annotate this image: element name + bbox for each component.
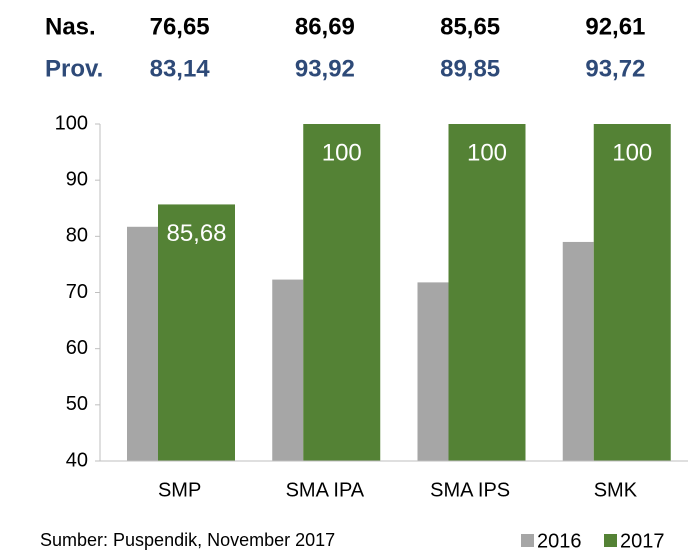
header-value: 89,85 <box>440 55 500 82</box>
header-value: 92,61 <box>585 13 645 40</box>
y-tick-label: 90 <box>66 168 88 190</box>
bar <box>158 204 235 461</box>
x-tick-label: SMA IPS <box>430 479 510 501</box>
header-value: 85,65 <box>440 13 500 40</box>
y-tick-label: 70 <box>66 281 88 303</box>
bar <box>303 124 381 461</box>
x-tick-label: SMK <box>594 479 638 501</box>
data-label: 85,68 <box>166 220 226 247</box>
y-tick-label: 80 <box>66 225 88 247</box>
data-label: 100 <box>322 139 362 166</box>
y-tick-label: 50 <box>66 393 88 415</box>
data-label: 100 <box>467 139 507 166</box>
header-value: 86,69 <box>295 13 355 40</box>
source: Sumber: Puspendik, November 2017 <box>40 530 335 550</box>
bar <box>272 279 304 461</box>
header-value: 83,14 <box>150 55 211 82</box>
legend-label: 2017 <box>620 530 665 552</box>
bar <box>448 124 526 461</box>
bar <box>417 282 449 461</box>
y-tick-label: 100 <box>55 112 88 134</box>
legend-swatch <box>521 534 534 547</box>
y-tick-label: 40 <box>66 449 88 471</box>
x-tick-label: SMA IPA <box>286 479 365 501</box>
legend-swatch <box>604 534 617 547</box>
header-value: 76,65 <box>150 13 210 40</box>
data-label: 100 <box>612 139 652 166</box>
header-value: 93,72 <box>585 55 645 82</box>
x-tick-label: SMP <box>158 479 201 501</box>
bar <box>593 124 671 461</box>
bar <box>127 226 158 461</box>
bar <box>562 241 594 461</box>
legend-label: 2016 <box>537 530 582 552</box>
y-tick-label: 60 <box>66 337 88 359</box>
header-value: 93,92 <box>295 55 355 82</box>
header-label: Nas. <box>45 13 96 40</box>
header-label: Prov. <box>45 55 103 82</box>
